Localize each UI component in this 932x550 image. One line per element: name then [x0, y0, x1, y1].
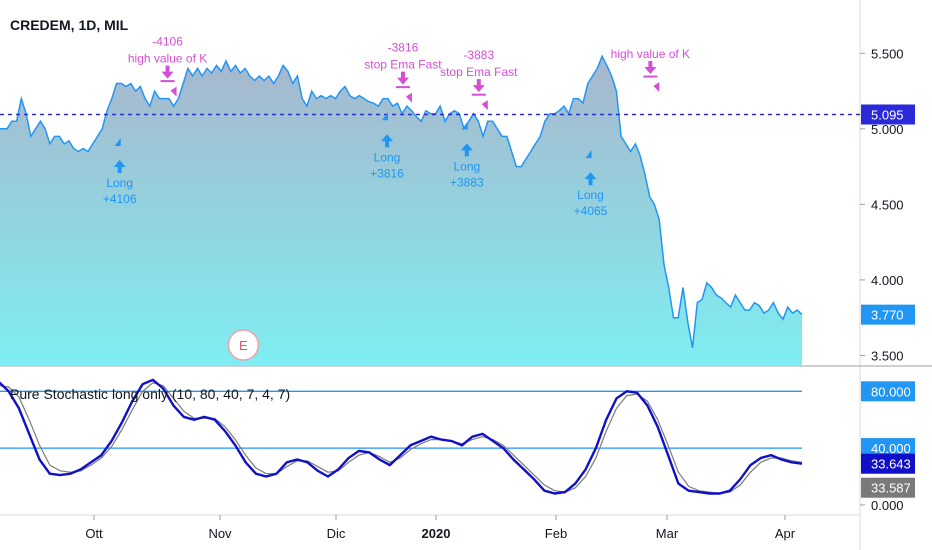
buy-signal-label: Long	[577, 188, 604, 202]
buy-arrow-icon	[381, 134, 394, 148]
buy-arrow-icon	[113, 159, 126, 173]
buy-signal-label: +3816	[370, 166, 404, 180]
level-lines	[0, 390, 802, 449]
time-tick-label: Mar	[656, 526, 679, 541]
stoch-level-label: 40.000	[871, 441, 911, 456]
sell-signal: -3816 stop Ema Fast	[364, 41, 442, 103]
price-tick-label: 5.000	[871, 122, 904, 137]
sell-arrow-icon	[472, 79, 485, 93]
stoch-level-label: 80.000	[871, 384, 911, 399]
symbol-title: CREDEM, 1D, MIL	[10, 17, 129, 33]
sell-arrow-icon	[396, 71, 409, 85]
buy-arrow-icon	[460, 143, 473, 157]
buy-flag-icon	[585, 150, 592, 159]
sell-arrow-icon	[161, 65, 174, 79]
buy-signal-label: +4106	[103, 192, 137, 206]
sell-signal-label: stop Ema Fast	[440, 65, 518, 79]
price-line	[0, 54, 803, 349]
sell-signal-label: stop Ema Fast	[364, 58, 442, 72]
buy-signal: Long +3816	[370, 112, 404, 180]
buy-signal-label: Long	[106, 176, 133, 190]
buy-signal-label: Long	[453, 159, 480, 173]
indicator-title: Pure Stochastic long only (10, 80, 40, 7…	[10, 386, 290, 402]
time-tick-label: Nov	[208, 526, 232, 541]
sell-flag-icon	[481, 100, 488, 111]
buy-signal-label: Long	[374, 150, 401, 164]
earnings-event-marker[interactable]: E	[227, 329, 260, 361]
stoch-d-last-tag: 33.587	[861, 477, 915, 498]
sell-flag-icon	[170, 86, 177, 97]
time-axis[interactable]: Ott Nov Dic 2020 Feb Mar Apr	[85, 515, 796, 541]
buy-signal: Long +4106	[103, 137, 137, 206]
buy-flag-icon	[114, 137, 121, 146]
stoch-level-tag: 40.000	[861, 438, 915, 459]
stoch-d-last-label: 33.587	[871, 481, 911, 496]
buy-arrow-icon	[584, 172, 597, 186]
time-tick-label: 2020	[422, 526, 451, 541]
sell-signal: -3883 stop Ema Fast	[440, 48, 518, 111]
time-tick-label: Apr	[775, 526, 796, 541]
indicator-axis[interactable]: 80.000 40.000 0.000 33.643 33.587	[860, 381, 915, 513]
earnings-event-label: E	[239, 338, 248, 353]
sell-flag-icon	[405, 92, 412, 103]
price-tick-label: 4.500	[871, 197, 904, 212]
price-panel[interactable]: Long +4106 -4106 high value of K Long +3816 -3…	[0, 35, 860, 366]
sell-signal: high value of K	[611, 47, 690, 93]
sell-signal-label: -3816	[388, 41, 419, 55]
price-tick-label: 3.500	[871, 348, 904, 363]
signal-markers: Long +4106 -4106 high value of K Long +3816 -3…	[103, 35, 690, 218]
stochastic-k-line	[0, 378, 803, 495]
buy-flag-icon	[382, 112, 389, 121]
dashed-level-tag: 5.095	[861, 104, 915, 125]
sell-arrow-icon	[644, 61, 657, 75]
buy-signal-label: +4065	[574, 204, 608, 218]
stoch-tick-label: 0.000	[871, 498, 904, 513]
last-price-label: 3.770	[871, 308, 904, 323]
stoch-level-tag: 80.000	[861, 381, 915, 402]
sell-signal-label: -4106	[152, 35, 183, 49]
buy-flag-icon	[461, 121, 468, 130]
sell-signal: -4106 high value of K	[128, 35, 207, 97]
stoch-k-last-tag: 33.643	[861, 453, 915, 474]
time-tick-label: Dic	[327, 526, 346, 541]
sell-signal-label: high value of K	[128, 52, 207, 66]
buy-signal-label: +3883	[450, 175, 484, 189]
indicator-panel[interactable]	[0, 378, 803, 495]
sell-signal-label: high value of K	[611, 47, 690, 61]
price-axis[interactable]: 5.500 5.000 4.500 4.000 3.500 5.095 3.770	[860, 46, 915, 363]
last-price-tag: 3.770	[861, 304, 915, 325]
buy-signal: Long +4065	[574, 150, 608, 218]
stoch-k-last-label: 33.643	[871, 457, 911, 472]
time-tick-label: Feb	[545, 526, 567, 541]
dashed-level-label: 5.095	[871, 107, 904, 122]
sell-signal-label: -3883	[463, 48, 494, 62]
time-tick-label: Ott	[85, 526, 103, 541]
price-tick-label: 4.000	[871, 273, 904, 288]
price-area	[0, 56, 802, 366]
price-tick-label: 5.500	[871, 46, 904, 61]
buy-signal: Long +3883	[450, 121, 484, 189]
sell-flag-icon	[653, 82, 660, 93]
